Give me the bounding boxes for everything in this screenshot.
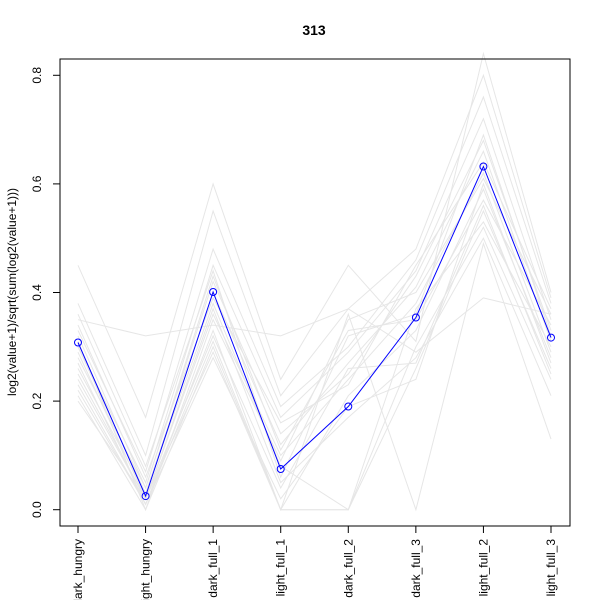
highlight-point — [547, 333, 555, 342]
y-tick-label: 0.8 — [30, 67, 44, 84]
background-series-line — [77, 182, 552, 506]
y-tick-label: 0.0 — [30, 501, 44, 518]
y-axis-label: log2(value+1)/sqrt(sum(log2(value+1))) — [5, 188, 19, 396]
background-series-group — [77, 51, 552, 512]
plot-frame — [59, 58, 571, 527]
highlight-point — [209, 288, 218, 296]
highlight-point — [344, 402, 353, 411]
background-series-line — [77, 133, 552, 479]
highlight-point — [411, 313, 420, 322]
background-series-line — [77, 161, 552, 479]
background-series-line — [77, 51, 552, 419]
x-tick-label: dark_full_1 — [206, 539, 220, 598]
background-series-line — [77, 204, 552, 500]
background-series-line — [77, 73, 552, 457]
x-tick-label: light_hungry — [139, 539, 153, 600]
x-tick-label: light_full_3 — [544, 539, 558, 597]
x-tick-label: light_full_2 — [476, 539, 490, 597]
highlight-series-group — [74, 162, 555, 501]
highlight-point — [479, 162, 488, 171]
x-tick-label: light_full_1 — [274, 539, 288, 597]
chart-title: 313 — [302, 22, 326, 38]
x-tick-label: dark_full_3 — [409, 539, 423, 598]
background-series-line — [77, 177, 552, 512]
x-tick-label: dark_full_2 — [341, 539, 355, 598]
background-series-line — [77, 241, 552, 512]
highlight-series-line — [77, 165, 552, 498]
y-tick-label: 0.2 — [30, 392, 44, 409]
x-tick-label: dark_hungry — [71, 539, 85, 600]
highlight-point — [141, 492, 150, 501]
y-tick-label: 0.6 — [30, 175, 44, 192]
background-series-line — [77, 237, 552, 501]
y-tick-label: 0.4 — [30, 284, 44, 301]
highlight-point — [276, 465, 285, 473]
highlight-point — [74, 338, 82, 347]
